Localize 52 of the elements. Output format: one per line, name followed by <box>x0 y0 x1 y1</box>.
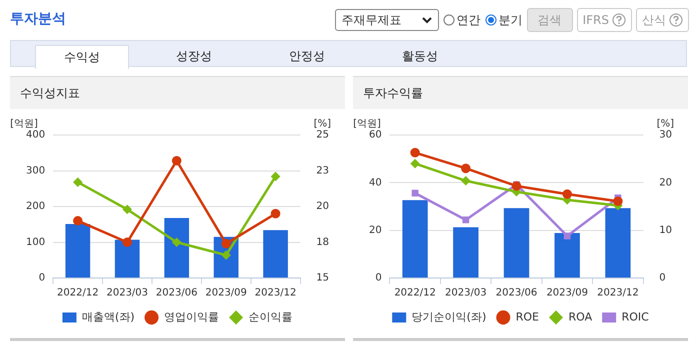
y-axis-title: [억원] <box>353 118 381 130</box>
text: 산식 <box>642 12 666 28</box>
text: 활동성 <box>401 48 439 65</box>
y-tick-label: 200 <box>26 201 46 212</box>
legend-label: 순이익률 <box>248 310 293 324</box>
y-tick-label: 60 <box>368 130 382 141</box>
y-axis-title: [억원] <box>10 118 38 130</box>
y2-tick-label: 0 <box>659 272 666 284</box>
y-tick-label: 400 <box>26 130 46 141</box>
legend-label: 매출액(좌) <box>82 310 135 324</box>
text: 연간 <box>456 12 481 28</box>
y2-axis-title: [%] <box>314 118 332 130</box>
chart-title: 수익성지표 <box>10 76 345 109</box>
text: 분기 <box>498 12 523 28</box>
y2-tick-label: 18 <box>316 236 330 248</box>
x-tick-label: 2023/03 <box>106 288 148 299</box>
legend-label: ROE <box>516 310 540 324</box>
text: 성장성 <box>175 48 213 65</box>
chart-title: 투자수익률 <box>353 76 688 109</box>
text: IFRS <box>582 13 609 27</box>
y2-axis-title: [%] <box>656 118 674 130</box>
x-tick-label: 2023/03 <box>445 288 487 299</box>
y-tick-label: 100 <box>26 236 46 248</box>
y2-tick-label: 20 <box>659 177 672 188</box>
y2-tick-label: 15 <box>316 272 330 284</box>
legend-label: 영업이익률 <box>164 310 220 324</box>
text: 수익성 <box>35 45 129 69</box>
legend-label: ROA <box>568 310 593 324</box>
x-tick-label: 2023/09 <box>546 288 588 299</box>
y-tick-label: 0 <box>375 272 382 284</box>
text: 투자분석 <box>10 10 66 28</box>
x-tick-label: 2023/12 <box>254 288 296 299</box>
x-tick-label: 2023/06 <box>156 288 198 299</box>
x-tick-label: 2023/09 <box>205 288 247 299</box>
legend-label: ROIC <box>622 310 650 324</box>
text: 안정성 <box>288 48 326 65</box>
y2-tick-label: 25 <box>316 130 330 141</box>
text: 주재무제표 <box>342 12 402 28</box>
x-tick-label: 2023/12 <box>597 288 639 299</box>
y-tick-label: 40 <box>368 177 382 188</box>
text: 검색 <box>538 12 562 28</box>
y-tick-label: 0 <box>38 272 46 284</box>
legend-label: 당기순이익(좌) <box>412 310 486 324</box>
x-tick-label: 2023/06 <box>496 288 538 299</box>
y2-tick-label: 20 <box>316 201 330 212</box>
x-tick-label: 2022/12 <box>394 288 436 299</box>
x-tick-label: 2022/12 <box>57 288 99 299</box>
y2-tick-label: 23 <box>316 165 330 176</box>
y2-tick-label: 30 <box>659 130 672 141</box>
y-tick-label: 300 <box>26 165 46 176</box>
y2-tick-label: 10 <box>659 224 672 236</box>
y-tick-label: 20 <box>368 224 382 236</box>
